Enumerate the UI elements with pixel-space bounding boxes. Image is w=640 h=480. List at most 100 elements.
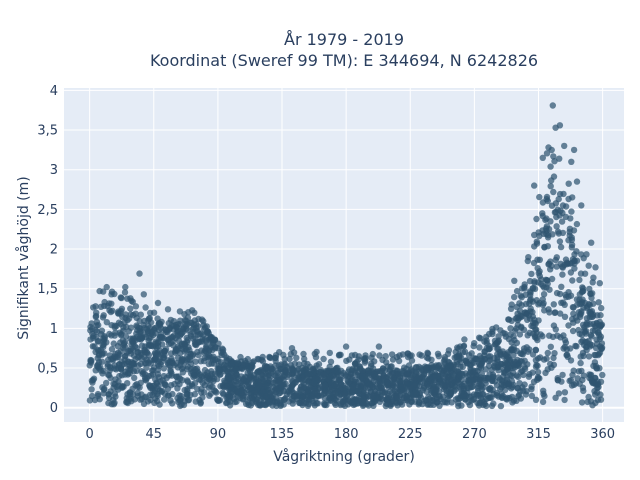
data-point: [326, 363, 333, 370]
data-point: [454, 379, 462, 386]
data-point: [595, 350, 603, 358]
data-point: [541, 307, 548, 314]
data-point: [554, 332, 561, 339]
data-point: [585, 262, 592, 269]
data-point: [459, 349, 467, 356]
data-point: [194, 385, 201, 393]
data-point: [513, 339, 521, 347]
data-point: [567, 292, 575, 299]
data-point: [580, 304, 587, 311]
y-axis-title: Signifikant våghöjd (m): [15, 176, 32, 339]
data-point: [511, 277, 518, 284]
data-point: [543, 277, 551, 284]
data-point: [424, 349, 431, 356]
data-point: [445, 347, 453, 354]
data-point: [536, 232, 543, 240]
data-point: [575, 326, 582, 334]
data-point: [337, 400, 344, 407]
data-point: [456, 356, 463, 363]
data-point: [368, 360, 375, 367]
data-point: [145, 322, 152, 329]
data-point: [111, 290, 118, 298]
data-point: [546, 286, 553, 293]
data-point: [511, 293, 518, 301]
data-point: [518, 358, 526, 365]
data-point: [524, 361, 531, 368]
data-point: [435, 361, 443, 369]
data-point: [183, 357, 191, 364]
data-point: [152, 330, 159, 337]
data-point: [507, 331, 514, 338]
data-point: [558, 218, 566, 225]
x-tick-label: 360: [590, 427, 615, 442]
data-point: [598, 304, 605, 312]
data-point: [570, 227, 578, 234]
data-point: [510, 351, 517, 359]
data-point: [181, 340, 188, 348]
data-point: [529, 369, 536, 376]
data-point: [191, 391, 198, 398]
data-point: [121, 353, 129, 360]
x-tick-labels: 0 45 90 135 180 225 270 315 360: [86, 427, 616, 442]
data-point: [526, 300, 533, 307]
data-point: [533, 361, 540, 369]
data-point: [465, 399, 472, 406]
data-point: [338, 367, 345, 374]
data-point: [304, 370, 312, 377]
data-point: [548, 262, 555, 270]
data-point: [540, 291, 548, 298]
data-point: [186, 382, 193, 389]
data-point: [532, 347, 540, 354]
data-point: [214, 345, 221, 352]
data-point: [394, 402, 401, 409]
data-point: [128, 358, 135, 366]
data-point: [360, 382, 367, 389]
data-point: [535, 355, 542, 362]
data-point: [264, 383, 271, 390]
data-point: [178, 401, 185, 408]
data-point: [450, 371, 457, 378]
data-point: [590, 300, 597, 307]
data-point: [345, 397, 352, 404]
data-point: [497, 350, 504, 358]
data-point: [561, 396, 568, 404]
data-point: [300, 350, 307, 358]
data-point: [378, 395, 385, 403]
data-point: [543, 150, 551, 157]
data-point: [560, 190, 567, 198]
data-point: [141, 347, 148, 354]
data-point: [87, 327, 94, 334]
data-point: [122, 333, 130, 340]
data-point: [566, 377, 573, 385]
data-point: [247, 402, 254, 409]
data-point: [539, 154, 546, 161]
data-point: [289, 400, 296, 407]
data-point: [227, 392, 234, 400]
data-point: [300, 383, 308, 391]
data-point: [423, 354, 431, 361]
data-point: [476, 352, 484, 360]
data-point: [382, 353, 389, 360]
data-point: [501, 330, 509, 337]
data-point: [301, 355, 308, 363]
data-point: [579, 284, 586, 291]
data-point: [147, 309, 154, 317]
y-tick-label: 3,5: [37, 124, 58, 139]
data-point: [204, 353, 211, 361]
data-point: [238, 389, 245, 396]
data-point: [123, 323, 130, 330]
data-point: [154, 299, 162, 307]
data-point: [471, 355, 478, 362]
data-point: [232, 366, 240, 373]
data-point: [191, 309, 198, 316]
data-point: [122, 283, 129, 291]
data-point: [552, 124, 559, 131]
data-point: [174, 385, 181, 392]
data-point: [154, 371, 162, 378]
data-point: [551, 158, 558, 165]
data-point: [87, 356, 94, 364]
data-point: [184, 377, 191, 384]
data-point: [185, 309, 192, 316]
data-point: [342, 343, 350, 350]
data-point: [548, 202, 556, 209]
